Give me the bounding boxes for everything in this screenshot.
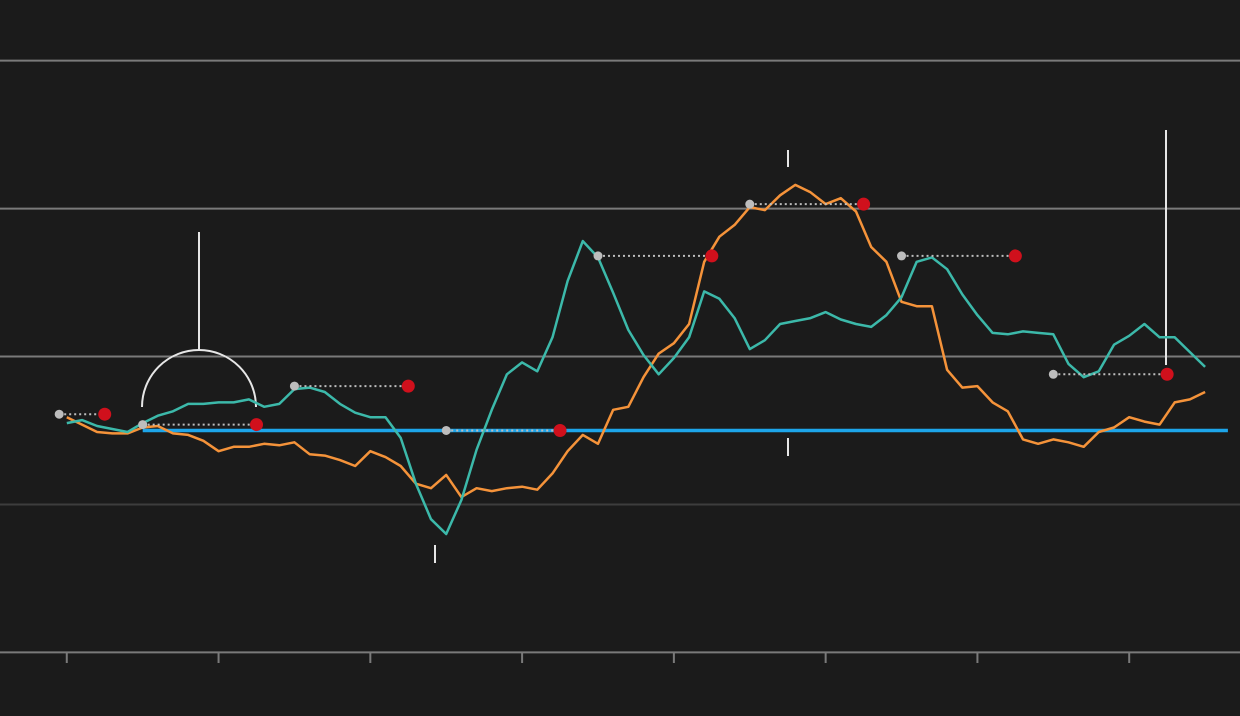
- marker-end: [705, 249, 719, 263]
- marker-end: [1008, 249, 1022, 263]
- lines: [66, 183, 1228, 536]
- marker-start: [1048, 369, 1058, 379]
- marker-start: [138, 420, 148, 430]
- series-line: [66, 239, 1206, 536]
- marker-start: [54, 409, 64, 419]
- markers: [54, 197, 1174, 437]
- annotations: [141, 130, 1167, 563]
- marker-end: [553, 423, 567, 437]
- marker-start: [289, 381, 299, 391]
- marker-end: [249, 418, 263, 432]
- grid: [0, 59, 1240, 663]
- marker-end: [401, 379, 415, 393]
- marker-end: [857, 197, 871, 211]
- marker-start: [897, 251, 907, 261]
- marker-start: [745, 199, 755, 209]
- series-line: [66, 183, 1206, 499]
- marker-end: [1160, 367, 1174, 381]
- marker-end: [98, 407, 112, 421]
- marker-start: [441, 425, 451, 435]
- marker-start: [593, 251, 603, 261]
- annotation-arc: [141, 349, 257, 408]
